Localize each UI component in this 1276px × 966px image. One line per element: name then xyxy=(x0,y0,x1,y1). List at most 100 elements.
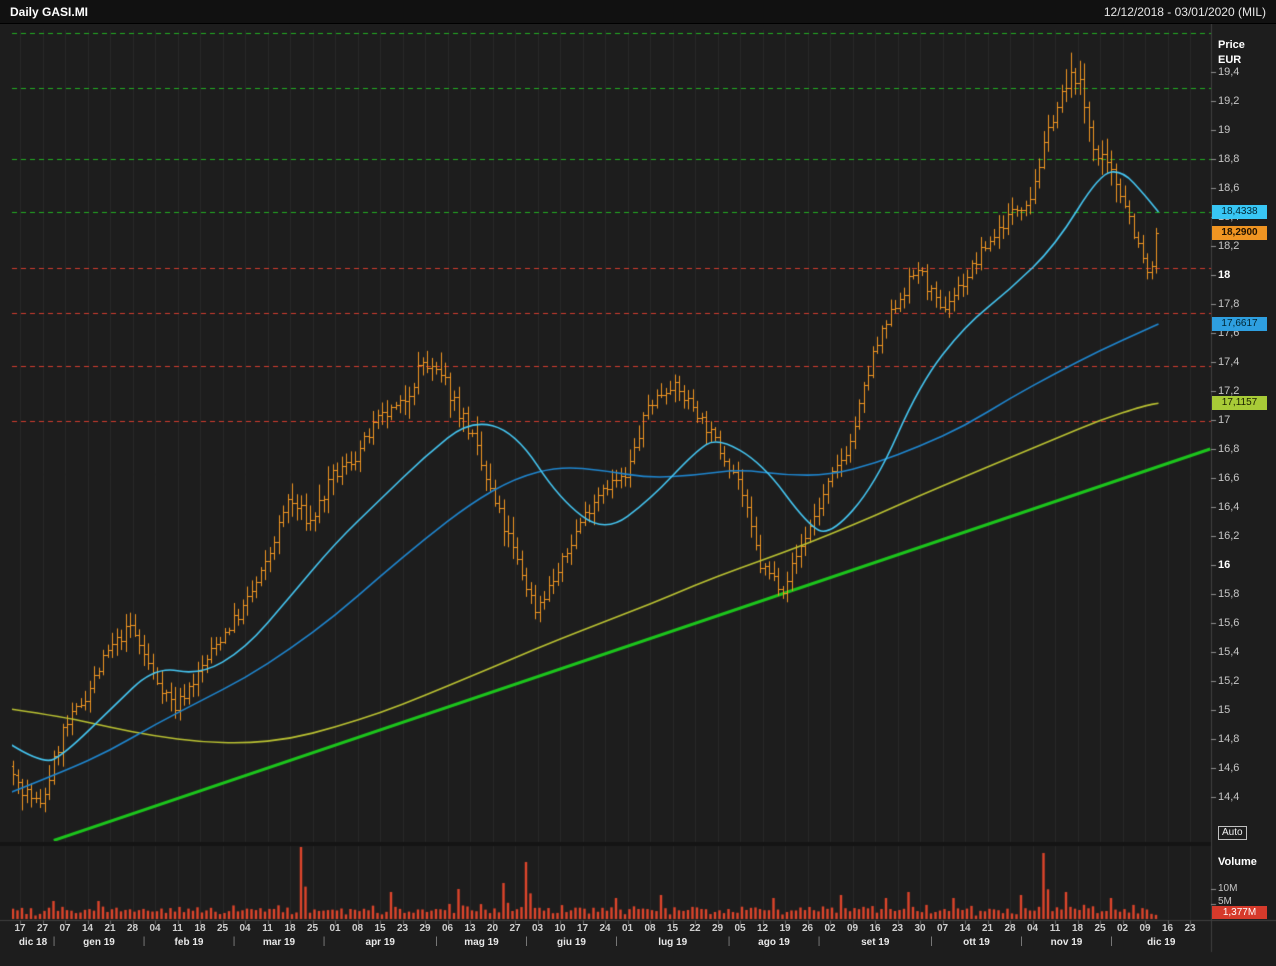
x-axis-day-label: 01 xyxy=(329,923,341,934)
price-tick-label: 15,4 xyxy=(1218,645,1240,658)
x-axis-day-label: 26 xyxy=(801,923,814,934)
x-axis-day-label: 29 xyxy=(711,923,724,934)
price-tick-label: 16,4 xyxy=(1218,500,1240,513)
x-axis-day-label: 16 xyxy=(869,923,881,934)
price-tick-label: 15,6 xyxy=(1218,616,1240,629)
ma-long-value-badge: 17,1157 xyxy=(1212,396,1267,411)
x-axis-day-label: 30 xyxy=(914,923,926,934)
x-axis-day-label: 06 xyxy=(441,923,454,934)
x-axis-month-separator: | xyxy=(142,936,146,947)
ma-fast-value-badge: 18,4338 xyxy=(1212,205,1267,220)
last-price-badge: 18,2900 xyxy=(1212,225,1267,240)
x-axis-day-label: 01 xyxy=(621,923,634,934)
x-axis-day-label: 19 xyxy=(779,923,791,934)
x-axis-month-label: ott 19 xyxy=(963,937,990,948)
volume-tick-10m: 10M xyxy=(1218,883,1238,894)
x-axis-day-label: 11 xyxy=(172,923,183,934)
price-tick-label: 14,6 xyxy=(1218,761,1240,774)
x-axis-day-label: 25 xyxy=(1094,923,1106,934)
x-axis-month-label: dic 19 xyxy=(1147,937,1176,948)
x-axis-day-label: 20 xyxy=(486,923,499,934)
x-axis-day-label: 23 xyxy=(396,923,409,934)
x-axis-month-label: feb 19 xyxy=(174,937,204,948)
price-tick-label: 17 xyxy=(1218,413,1231,426)
x-axis-day-label: 02 xyxy=(1116,923,1129,934)
price-tick-label: 14,4 xyxy=(1218,790,1240,803)
x-axis-month-label: apr 19 xyxy=(365,937,395,948)
volume-axis-title: Volume xyxy=(1218,856,1257,868)
x-axis-month-separator: | xyxy=(930,936,933,947)
price-tick-label: 18,2 xyxy=(1218,240,1240,252)
x-axis-month-separator: | xyxy=(1020,936,1023,947)
price-tick-label: 14,8 xyxy=(1218,732,1240,745)
x-axis-day-label: 08 xyxy=(644,923,656,934)
price-tick-label: 16 xyxy=(1218,558,1231,571)
x-axis-day-label: 24 xyxy=(599,923,611,934)
price-tick-label: 17,8 xyxy=(1218,298,1240,310)
price-tick-label: 17,2 xyxy=(1218,384,1240,397)
x-axis-day-label: 09 xyxy=(846,923,859,934)
x-axis-day-label: 04 xyxy=(1026,923,1039,934)
price-tick-label: 19,2 xyxy=(1218,95,1240,108)
x-axis-day-label: 25 xyxy=(216,923,229,934)
x-axis-day-label: 16 xyxy=(1161,923,1174,934)
x-axis-day-label: 10 xyxy=(554,923,566,934)
price-axis-title: Price EUR xyxy=(1218,38,1245,68)
x-axis-month-separator: | xyxy=(52,936,56,947)
x-axis-day-label: 08 xyxy=(351,923,364,934)
x-axis-month-label: dic 18 xyxy=(18,937,48,948)
x-axis-month-separator: | xyxy=(817,936,821,947)
x-axis-day-label: 07 xyxy=(936,923,949,934)
x-axis-day-label: 15 xyxy=(374,923,386,934)
price-tick-label: 18 xyxy=(1218,269,1231,281)
price-tick-label: 16,8 xyxy=(1218,442,1240,455)
price-axis-title-line1: Price xyxy=(1218,39,1245,51)
x-axis-day-label: 04 xyxy=(239,923,251,934)
x-axis-day-label: 27 xyxy=(36,923,49,934)
x-axis-day-label: 07 xyxy=(59,923,71,934)
x-axis-month-label: giu 19 xyxy=(557,937,586,948)
auto-scale-button[interactable]: Auto xyxy=(1218,826,1247,840)
x-axis-month-label: mag 19 xyxy=(464,937,499,948)
x-axis-day-label: 05 xyxy=(734,923,746,934)
ma-mid-value-badge: 17,6617 xyxy=(1212,317,1267,332)
x-axis-day-label: 17 xyxy=(14,923,26,934)
x-axis-month-separator: | xyxy=(232,936,236,947)
price-tick-label: 19 xyxy=(1218,124,1231,137)
x-axis-day-label: 18 xyxy=(1071,923,1084,934)
x-axis-month-separator: | xyxy=(615,936,618,947)
x-axis-day-label: 13 xyxy=(464,923,476,934)
x-axis-month-label: lug 19 xyxy=(658,937,688,948)
price-tick-label: 18,6 xyxy=(1218,182,1240,195)
x-axis-day-label: 29 xyxy=(419,923,431,934)
price-tick-label: 16,6 xyxy=(1218,471,1240,484)
x-axis-day-label: 12 xyxy=(756,923,769,934)
volume-tick-5m: 5M xyxy=(1218,896,1232,907)
x-axis-day-label: 04 xyxy=(149,923,161,934)
x-axis-day-label: 21 xyxy=(981,923,994,934)
x-axis-month-separator: | xyxy=(435,936,438,947)
titlebar: Daily GASI.MI 12/12/2018 - 03/01/2020 (M… xyxy=(0,0,1276,24)
x-axis-day-label: 17 xyxy=(576,923,589,934)
x-axis-day-label: 18 xyxy=(194,923,206,934)
x-axis-day-label: 28 xyxy=(126,923,139,934)
x-axis-month-separator: | xyxy=(727,936,731,947)
x-axis-month-separator: | xyxy=(525,936,528,947)
volume-last-badge: 1,377M xyxy=(1212,906,1267,919)
x-axis-day-label: 22 xyxy=(689,923,701,934)
x-axis-day-label: 03 xyxy=(531,923,544,934)
x-axis-day-label: 09 xyxy=(1139,923,1151,934)
x-axis-month-label: ago 19 xyxy=(758,937,790,948)
x-axis-day-label: 27 xyxy=(509,923,521,934)
price-tick-label: 15,8 xyxy=(1218,587,1240,600)
x-axis-month-label: set 19 xyxy=(861,937,890,948)
x-axis-day-label: 15 xyxy=(666,923,679,934)
price-tick-label: 16,2 xyxy=(1218,529,1240,542)
x-axis-month-separator: | xyxy=(1110,936,1113,947)
x-axis-day-label: 11 xyxy=(262,923,273,934)
x-axis-day-label: 23 xyxy=(891,923,904,934)
x-axis-day-label: 14 xyxy=(959,923,971,934)
x-axis-day-label: 21 xyxy=(104,923,116,934)
x-axis-day-label: 25 xyxy=(306,923,319,934)
